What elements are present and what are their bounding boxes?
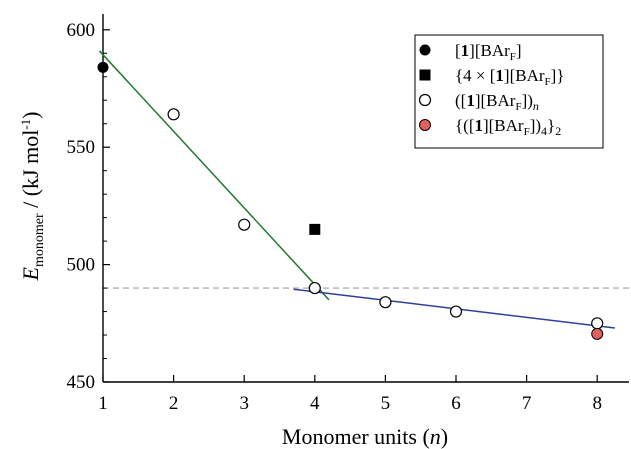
- x-tick-label: 6: [451, 393, 461, 414]
- x-axis-title: Monomer units (n): [282, 424, 448, 449]
- x-tick-label: 1: [98, 393, 108, 414]
- x-tick-label: 8: [592, 393, 602, 414]
- data-point-s2-3: [379, 296, 392, 309]
- x-tick-label: 2: [169, 393, 179, 414]
- fit-line-0: [98, 50, 330, 301]
- data-point-s2-5: [591, 317, 604, 330]
- legend-label-3: ([1][BArF])n: [455, 91, 539, 113]
- x-tick-label: 5: [381, 393, 391, 414]
- data-point-s3-0: [591, 327, 604, 340]
- y-tick-label: 550: [67, 137, 96, 158]
- legend-label-2: {4 × [1][BArF]}: [455, 66, 564, 88]
- legend: [1][BArF] {4 × [1][BArF]} ([1][BArF])n {…: [414, 34, 604, 149]
- legend-marker-open-circle: [418, 93, 432, 107]
- legend-box: [414, 34, 604, 149]
- legend-marker-filled-circle: [419, 44, 431, 56]
- y-tick-label: 600: [67, 20, 96, 41]
- y-tick-label: 450: [67, 372, 96, 393]
- x-tick-label: 3: [239, 393, 249, 414]
- y-tick-label: 500: [67, 255, 96, 276]
- x-tick-label: 7: [522, 393, 532, 414]
- axes: [102, 14, 629, 383]
- legend-marker-filled-square: [419, 69, 431, 81]
- data-point-s2-2: [308, 281, 321, 295]
- x-tick-label: 4: [310, 393, 320, 414]
- legend-marker-red-circle: [419, 119, 431, 131]
- y-axis-title: Emonomer / (kJ mol-1): [18, 111, 47, 281]
- legend-label-1: [1][BArF]: [455, 41, 522, 63]
- data-point-s2-0: [167, 108, 180, 121]
- legend-label-4: {([1][BArF])4}2: [455, 116, 561, 138]
- data-point-s0-0: [97, 61, 109, 73]
- data-point-s2-4: [449, 305, 463, 318]
- data-point-s2-1: [238, 218, 251, 231]
- data-point-s1-0: [309, 223, 321, 235]
